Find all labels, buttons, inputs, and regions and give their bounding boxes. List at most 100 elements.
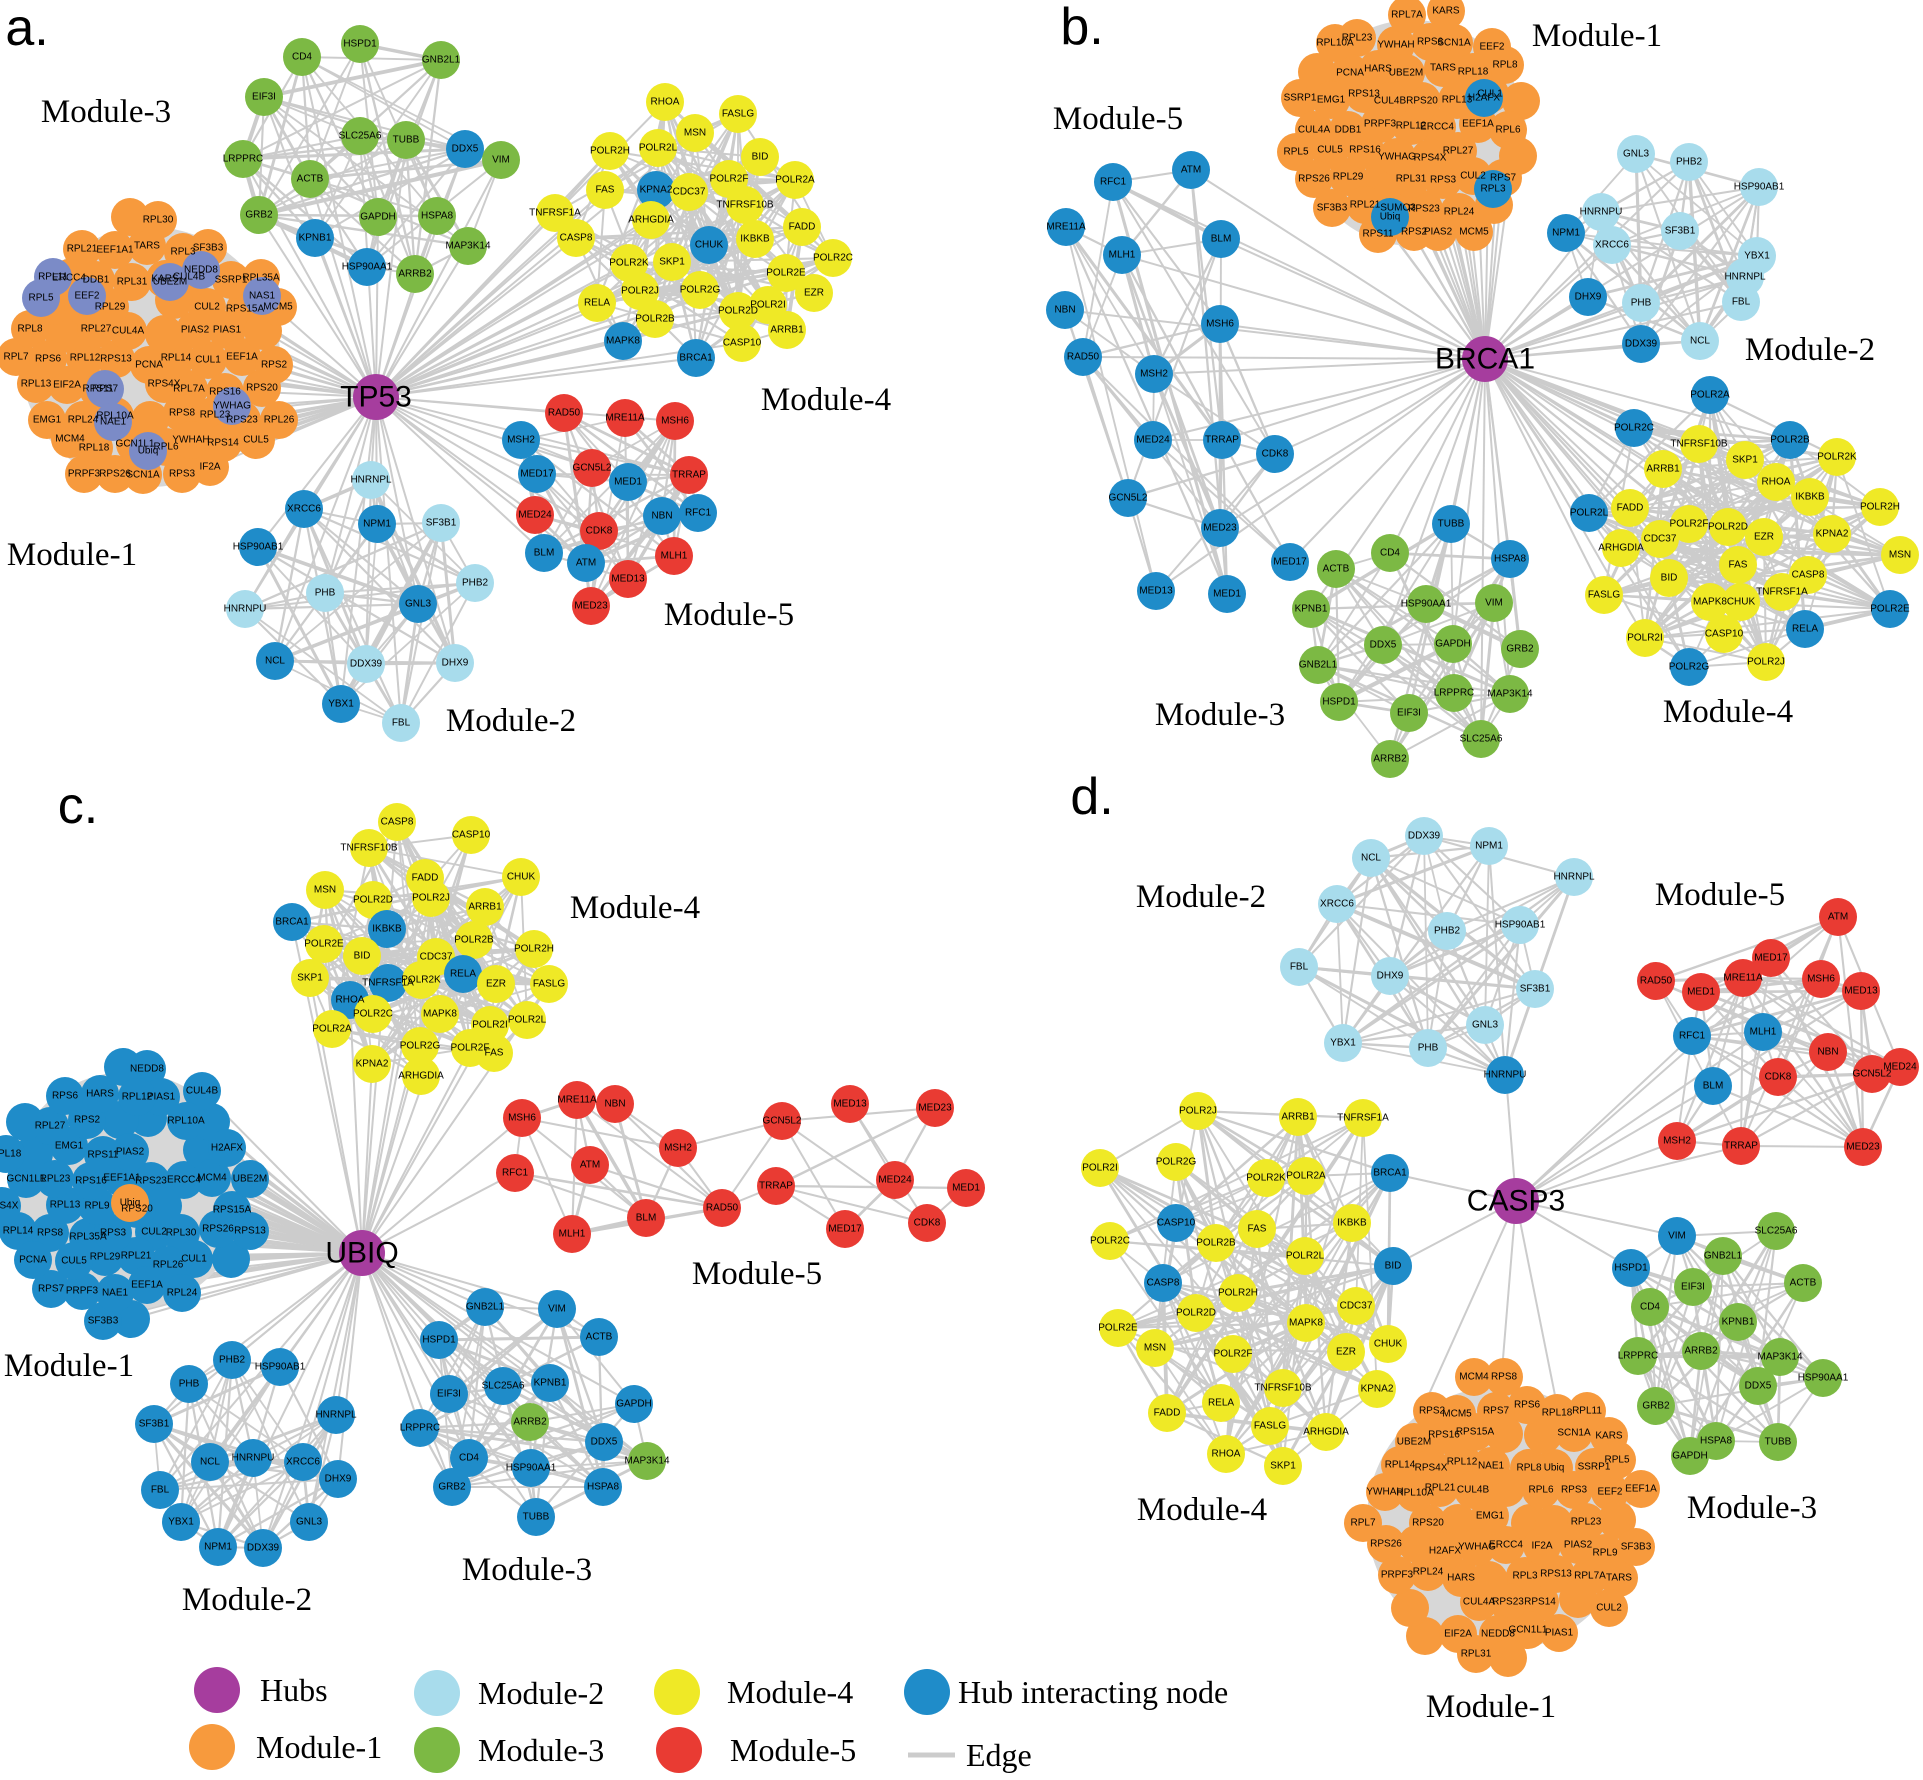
svg-text:RPS20: RPS20 xyxy=(1406,96,1438,107)
svg-text:POLR2K: POLR2K xyxy=(1817,452,1857,463)
svg-text:RPL11: RPL11 xyxy=(38,272,68,283)
svg-text:EEF2: EEF2 xyxy=(74,291,99,302)
svg-text:EEF1A: EEF1A xyxy=(226,352,258,363)
svg-text:RELA: RELA xyxy=(450,969,476,980)
svg-text:BRCA1: BRCA1 xyxy=(275,917,309,928)
svg-text:RPL12: RPL12 xyxy=(1447,1457,1478,1468)
svg-text:Ubiq: Ubiq xyxy=(138,446,159,457)
svg-text:CUL1: CUL1 xyxy=(1477,89,1503,100)
svg-text:EMG1: EMG1 xyxy=(33,415,62,426)
svg-text:FAS: FAS xyxy=(485,1048,504,1059)
svg-text:RAD50: RAD50 xyxy=(1640,976,1673,987)
svg-text:TUBB: TUBB xyxy=(523,1512,550,1523)
svg-text:GNL3: GNL3 xyxy=(405,599,432,610)
svg-text:DHX9: DHX9 xyxy=(1377,971,1404,982)
svg-text:ERCC4: ERCC4 xyxy=(52,273,86,284)
svg-text:MRE11A: MRE11A xyxy=(605,413,645,424)
svg-text:TARS: TARS xyxy=(1430,63,1456,74)
svg-text:HSPA8: HSPA8 xyxy=(1494,554,1526,565)
svg-text:MCM5: MCM5 xyxy=(1442,1409,1472,1420)
svg-text:CDC37: CDC37 xyxy=(673,187,706,198)
svg-text:RPL23: RPL23 xyxy=(40,1174,71,1185)
svg-text:TRRAP: TRRAP xyxy=(1724,1141,1758,1152)
svg-text:HSPD1: HSPD1 xyxy=(422,1335,456,1346)
svg-text:YWHAH: YWHAH xyxy=(1366,1487,1403,1498)
svg-text:POLR2J: POLR2J xyxy=(1179,1106,1217,1117)
svg-text:RPL7: RPL7 xyxy=(1350,1518,1375,1529)
svg-text:NCL: NCL xyxy=(200,1457,220,1468)
svg-text:POLR2K: POLR2K xyxy=(609,258,649,269)
svg-text:BLM: BLM xyxy=(1703,1081,1724,1092)
svg-text:RPL18: RPL18 xyxy=(1458,67,1489,78)
svg-text:GAPDH: GAPDH xyxy=(616,1399,652,1410)
svg-text:TUBB: TUBB xyxy=(393,135,420,146)
svg-text:RFC1: RFC1 xyxy=(502,1168,529,1179)
svg-text:RPS6: RPS6 xyxy=(1417,37,1444,48)
svg-text:Module-3: Module-3 xyxy=(462,1552,592,1588)
svg-text:CHUK: CHUK xyxy=(1727,597,1756,608)
svg-text:RPS26: RPS26 xyxy=(202,1224,234,1235)
svg-text:DDX5: DDX5 xyxy=(1745,1381,1772,1392)
svg-text:RPL6: RPL6 xyxy=(153,442,178,453)
svg-text:XRCC6: XRCC6 xyxy=(287,504,321,515)
svg-text:RPS16: RPS16 xyxy=(1349,145,1381,156)
svg-text:EIF2A: EIF2A xyxy=(53,380,81,391)
svg-text:ARHGDIA: ARHGDIA xyxy=(1303,1427,1349,1438)
svg-text:RPL31: RPL31 xyxy=(117,277,148,288)
svg-text:CUL1: CUL1 xyxy=(195,355,221,366)
svg-text:SF3B1: SF3B1 xyxy=(1520,984,1551,995)
svg-text:ARHGDIA: ARHGDIA xyxy=(398,1071,444,1082)
svg-text:DDX39: DDX39 xyxy=(350,659,383,670)
svg-text:CASP8: CASP8 xyxy=(560,233,593,244)
svg-text:HNRNPL: HNRNPL xyxy=(1724,272,1766,283)
svg-text:YBX1: YBX1 xyxy=(168,1517,194,1528)
svg-text:RPL18: RPL18 xyxy=(1542,1408,1573,1419)
svg-text:RPL27: RPL27 xyxy=(81,324,112,335)
svg-text:BRCA1: BRCA1 xyxy=(1373,1168,1407,1179)
svg-text:IKBKB: IKBKB xyxy=(1337,1218,1367,1229)
svg-text:Hub interacting node: Hub interacting node xyxy=(958,1674,1228,1710)
svg-text:RPL6: RPL6 xyxy=(1528,1485,1553,1496)
svg-text:MSH6: MSH6 xyxy=(1206,319,1234,330)
svg-text:NEDD8: NEDD8 xyxy=(184,265,218,276)
svg-text:RAD50: RAD50 xyxy=(548,408,581,419)
svg-text:POLR2K: POLR2K xyxy=(1246,1173,1286,1184)
svg-text:POLR2B: POLR2B xyxy=(1770,435,1810,446)
svg-text:RFC1: RFC1 xyxy=(1100,177,1127,188)
svg-text:RPS20: RPS20 xyxy=(246,383,278,394)
svg-text:KARS: KARS xyxy=(151,274,179,285)
svg-text:RPL10A: RPL10A xyxy=(1396,1488,1434,1499)
svg-text:ACTB: ACTB xyxy=(1790,1278,1817,1289)
svg-text:POLR2F: POLR2F xyxy=(1670,519,1709,530)
svg-text:POLR2I: POLR2I xyxy=(1082,1163,1118,1174)
svg-text:BID: BID xyxy=(1385,1261,1402,1272)
svg-text:RAD50: RAD50 xyxy=(1067,352,1100,363)
svg-text:HSPD1: HSPD1 xyxy=(1614,1263,1648,1274)
svg-text:ERCC4: ERCC4 xyxy=(167,1175,201,1186)
svg-text:GAPDH: GAPDH xyxy=(360,212,396,223)
svg-text:CUL1: CUL1 xyxy=(181,1254,207,1265)
svg-text:RPL31: RPL31 xyxy=(1461,1649,1492,1660)
svg-text:CUL5: CUL5 xyxy=(61,1256,87,1267)
svg-text:FAS: FAS xyxy=(596,185,615,196)
svg-text:EZR: EZR xyxy=(1754,532,1774,543)
svg-text:PHB: PHB xyxy=(1631,298,1652,309)
svg-text:RPS11: RPS11 xyxy=(1363,229,1394,240)
svg-text:GNL3: GNL3 xyxy=(1472,1020,1499,1031)
svg-text:EZR: EZR xyxy=(1336,1347,1356,1358)
svg-text:CUL4B: CUL4B xyxy=(173,272,206,283)
svg-text:EMG1: EMG1 xyxy=(1317,95,1346,106)
svg-text:RPS13: RPS13 xyxy=(1540,1569,1572,1580)
svg-text:POLR2J: POLR2J xyxy=(1747,657,1785,668)
svg-text:POLR2H: POLR2H xyxy=(590,146,630,157)
svg-text:RPL23: RPL23 xyxy=(1342,33,1373,44)
svg-text:KPNB1: KPNB1 xyxy=(1722,1317,1755,1328)
svg-text:RPL3: RPL3 xyxy=(1512,1571,1537,1582)
svg-text:RPL35A: RPL35A xyxy=(242,273,280,284)
svg-text:CUL4B: CUL4B xyxy=(186,1086,219,1097)
svg-text:CUL2: CUL2 xyxy=(1460,171,1486,182)
svg-text:Ubiq: Ubiq xyxy=(120,1198,141,1209)
svg-text:RPL10A: RPL10A xyxy=(1316,38,1354,49)
svg-text:CD4: CD4 xyxy=(459,1453,479,1464)
svg-text:CDK8: CDK8 xyxy=(586,526,613,537)
